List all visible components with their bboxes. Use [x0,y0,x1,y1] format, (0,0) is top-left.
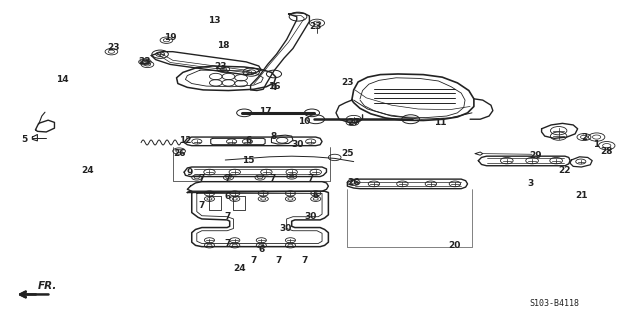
Text: 16: 16 [268,82,280,91]
Text: 15: 15 [242,156,255,165]
Text: 6: 6 [313,190,319,200]
Text: 8: 8 [271,132,277,140]
Text: 7: 7 [307,174,314,183]
Text: 29: 29 [529,151,541,160]
Text: 30: 30 [279,224,292,233]
Text: 26: 26 [347,179,360,188]
Text: 7: 7 [224,174,230,183]
Text: 7: 7 [250,256,257,265]
Text: 12: 12 [179,136,191,145]
Text: 7: 7 [198,201,205,210]
Text: 9: 9 [186,168,192,177]
Text: 24: 24 [82,166,94,175]
Text: 27: 27 [347,118,360,127]
Text: 7: 7 [276,256,282,265]
Text: 4: 4 [271,83,277,92]
Text: 17: 17 [259,107,271,116]
Text: 19: 19 [164,33,176,42]
Text: 28: 28 [600,147,613,156]
Text: 23: 23 [139,57,151,66]
Text: 6: 6 [224,192,230,201]
Text: 3: 3 [527,180,534,188]
Text: 7: 7 [301,256,307,265]
Text: FR.: FR. [37,281,57,291]
Text: 24: 24 [233,264,246,274]
Text: 23: 23 [309,22,322,31]
Text: 7: 7 [224,239,230,248]
Text: 26: 26 [173,149,185,158]
Text: 2: 2 [581,132,587,141]
Text: 7: 7 [269,174,276,183]
Text: 23: 23 [107,43,120,52]
Text: 18: 18 [217,41,230,51]
Text: 21: 21 [575,190,588,200]
Text: 23: 23 [214,62,227,71]
Text: 10: 10 [298,116,311,126]
Text: 7: 7 [224,212,230,221]
Text: 6: 6 [258,245,264,254]
Text: 13: 13 [208,16,221,25]
Text: 5: 5 [22,135,28,144]
Text: S103-B4118: S103-B4118 [529,299,579,308]
Text: 30: 30 [304,212,317,221]
Text: 30: 30 [292,140,304,149]
Text: 7: 7 [198,174,205,183]
Text: 20: 20 [449,241,461,250]
Text: 11: 11 [434,118,446,127]
Text: 6: 6 [245,136,252,145]
Text: 14: 14 [56,75,69,84]
Text: 1: 1 [593,140,600,149]
Text: 23: 23 [341,78,354,87]
Text: 22: 22 [559,166,571,175]
Text: 25: 25 [341,149,354,158]
